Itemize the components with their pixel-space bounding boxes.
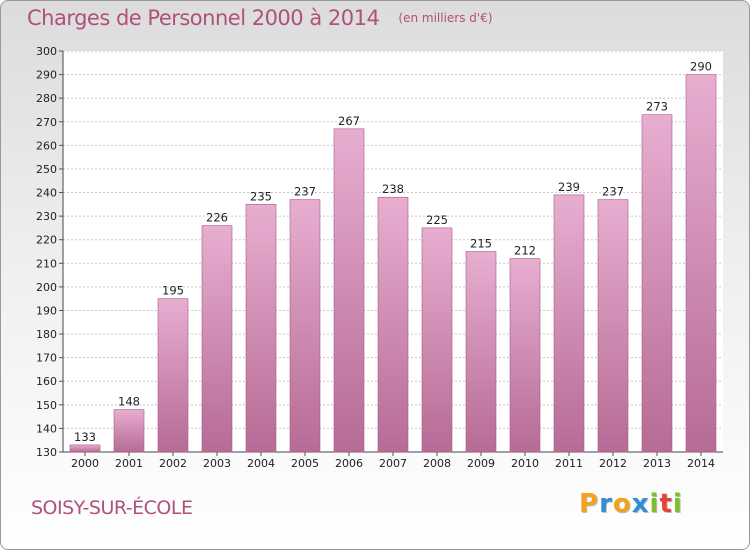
value-label-2007: 238 (382, 182, 404, 196)
bar-2001 (113, 409, 145, 453)
commune-name: SOISY-SUR-ÉCOLE (31, 497, 193, 519)
y-tick-label: 160 (36, 375, 57, 388)
bar-2003 (201, 225, 233, 453)
y-tick-label: 200 (36, 281, 57, 294)
y-tick-label: 180 (36, 328, 57, 341)
bar-2014 (685, 74, 717, 453)
y-tick-label: 170 (36, 352, 57, 365)
chart-title: Charges de Personnel 2000 à 2014 (27, 6, 380, 30)
y-tick-label: 230 (36, 210, 57, 223)
proxiti-logo[interactable]: Proxiti (579, 489, 683, 519)
bars (69, 74, 717, 453)
bar-2007 (377, 196, 409, 453)
value-label-2006: 267 (338, 114, 360, 128)
x-tick-label-2008: 2008 (423, 457, 451, 470)
y-tick-label: 150 (36, 399, 57, 412)
y-tick-label: 300 (36, 45, 57, 58)
x-tick-label-2012: 2012 (599, 457, 627, 470)
bar-2012 (597, 199, 629, 453)
x-tick-label-2011: 2011 (555, 457, 583, 470)
x-tick-label-2004: 2004 (247, 457, 275, 470)
y-tick-label: 220 (36, 234, 57, 247)
value-label-2014: 290 (690, 60, 712, 74)
x-tick-label-2001: 2001 (115, 457, 143, 470)
x-tick-label-2010: 2010 (511, 457, 539, 470)
value-label-2004: 235 (250, 189, 272, 203)
bar-2006 (333, 128, 365, 453)
y-tick-label: 140 (36, 422, 57, 435)
y-tick-label: 130 (36, 446, 57, 459)
chart-subtitle: (en milliers d'€) (398, 11, 493, 25)
value-label-2002: 195 (162, 284, 184, 298)
value-label-2005: 237 (294, 185, 316, 199)
y-tick-label: 190 (36, 304, 57, 317)
x-tick-label-2002: 2002 (159, 457, 187, 470)
bar-2002 (157, 298, 189, 453)
value-label-2011: 239 (558, 180, 580, 194)
value-label-2013: 273 (646, 100, 668, 114)
value-label-2008: 225 (426, 213, 448, 227)
bar-2000 (69, 444, 101, 453)
x-tick-label-2003: 2003 (203, 457, 231, 470)
value-label-2010: 212 (514, 244, 536, 258)
bar-2011 (553, 194, 585, 453)
x-tick-label-2013: 2013 (643, 457, 671, 470)
x-tick-label-2007: 2007 (379, 457, 407, 470)
labels: 133 148 195 226 235 237 267 238 225 215 212 239 237 2… (74, 60, 712, 444)
value-label-2012: 237 (602, 185, 624, 199)
x-tick-label-2006: 2006 (335, 457, 363, 470)
y-tick-label: 270 (36, 116, 57, 129)
value-label-2001: 148 (118, 395, 140, 409)
title-block: Charges de Personnel 2000 à 2014 (en mil… (27, 6, 493, 30)
y-tick-label: 280 (36, 92, 57, 105)
value-label-2003: 226 (206, 211, 228, 225)
bar-2009 (465, 251, 497, 453)
y-tick-label: 240 (36, 187, 57, 200)
x-tick-label-2000: 2000 (71, 457, 99, 470)
value-label-2000: 133 (74, 430, 96, 444)
bar-2010 (509, 258, 541, 453)
y-tick-label: 250 (36, 163, 57, 176)
y-tick-label: 260 (36, 139, 57, 152)
bar-2013 (641, 114, 673, 453)
bar-2008 (421, 227, 453, 453)
x-tick-label-2014: 2014 (687, 457, 715, 470)
axes: 130 140 150 160 170 180 190 200 210 220 230 240 250 2… (36, 45, 723, 470)
x-tick-label-2009: 2009 (467, 457, 495, 470)
y-tick-label: 290 (36, 69, 57, 82)
bar-2004 (245, 204, 277, 453)
x-tick-label-2005: 2005 (291, 457, 319, 470)
y-tick-label: 210 (36, 257, 57, 270)
value-label-2009: 215 (470, 237, 492, 251)
bar-2005 (289, 199, 321, 453)
